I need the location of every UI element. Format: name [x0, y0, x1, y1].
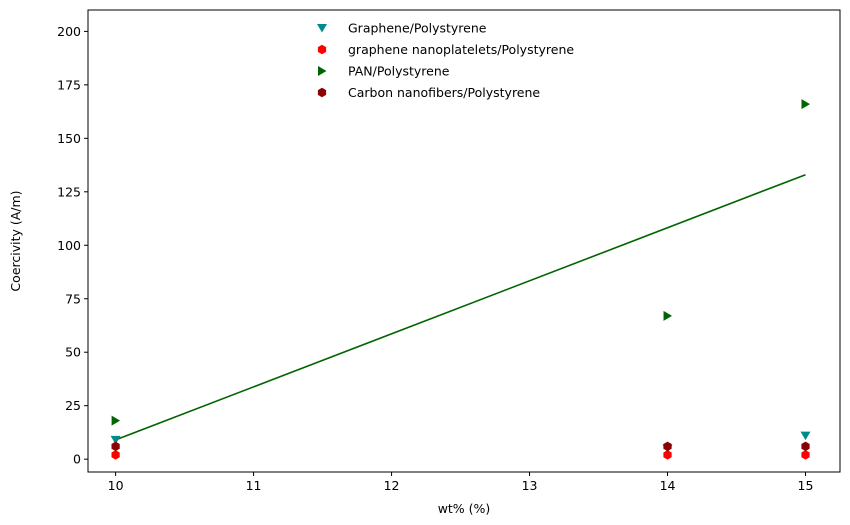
legend-marker-4 — [317, 87, 327, 98]
y-tick-label: 0 — [73, 452, 81, 467]
legend: Graphene/Polystyrene graphene nanoplatele… — [317, 21, 574, 100]
legend-label-3: PAN/Polystyrene — [348, 64, 450, 79]
legend-label-4: Carbon nanofibers/Polystyrene — [348, 85, 540, 100]
x-tick-label: 10 — [108, 478, 124, 493]
x-tick-label: 15 — [798, 478, 814, 493]
y-tick-label: 100 — [57, 238, 81, 253]
data-point-series-1 — [110, 435, 121, 445]
y-axis-title: Coercivity (A/m) — [8, 190, 23, 291]
x-tick-label: 12 — [384, 478, 400, 493]
data-point-series-3 — [801, 99, 811, 110]
legend-label-1: Graphene/Polystyrene — [348, 21, 487, 36]
x-axis-title: wt% (%) — [438, 501, 491, 516]
y-axis-ticks: 0 25 50 75 100 125 150 175 200 — [57, 24, 88, 467]
legend-marker-3 — [318, 66, 327, 76]
y-tick-label: 25 — [65, 398, 81, 413]
legend-marker-2 — [317, 44, 327, 55]
y-tick-label: 175 — [57, 77, 81, 92]
data-point-series-2 — [801, 450, 810, 460]
fit-line — [115, 173, 806, 441]
plot-area — [87, 9, 841, 473]
legend-marker-1 — [317, 24, 327, 33]
data-point-series-3 — [111, 415, 121, 426]
scatter-marks — [110, 99, 811, 460]
data-point-series-2 — [111, 450, 120, 460]
x-tick-label: 11 — [246, 478, 262, 493]
data-point-series-2 — [663, 450, 672, 460]
data-point-series-4 — [801, 441, 810, 452]
y-tick-label: 50 — [65, 345, 81, 360]
data-point-series-4 — [663, 441, 672, 452]
data-point-series-3 — [663, 310, 673, 321]
x-tick-label: 13 — [522, 478, 538, 493]
y-tick-label: 75 — [65, 291, 81, 306]
y-tick-label: 125 — [57, 184, 81, 199]
data-point-series-1 — [800, 431, 811, 441]
y-tick-label: 150 — [57, 131, 81, 146]
x-axis-ticks: 10 11 12 13 14 15 — [108, 472, 814, 493]
x-tick-label: 14 — [660, 478, 676, 493]
y-tick-label: 200 — [57, 24, 81, 39]
legend-label-2: graphene nanoplatelets/Polystyrene — [348, 42, 574, 57]
fit-line-layer — [115, 173, 806, 441]
data-point-series-4 — [111, 441, 120, 452]
